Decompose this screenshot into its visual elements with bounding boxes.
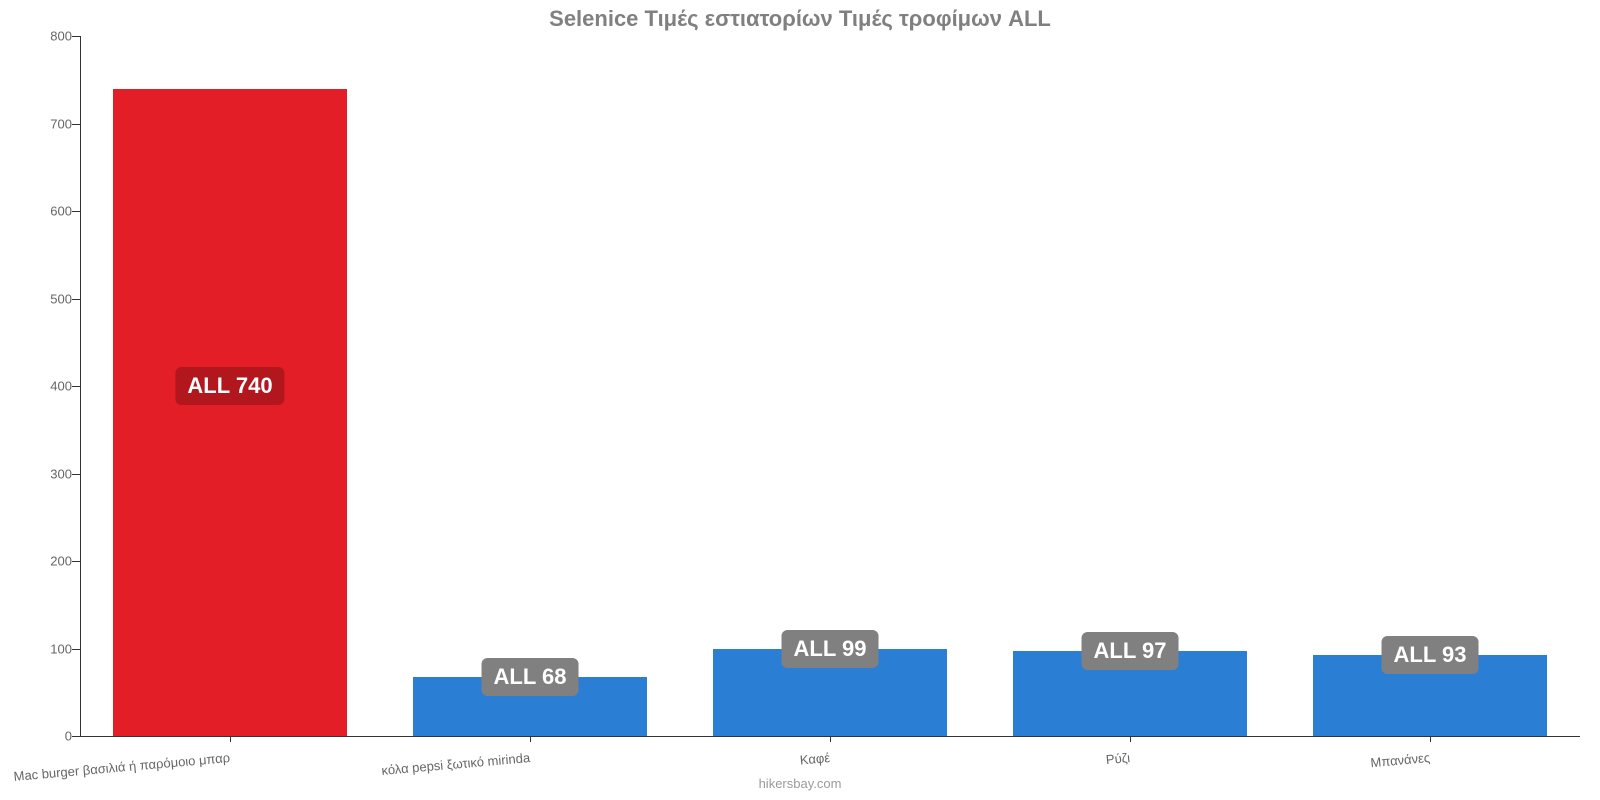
x-tick-label: Καφέ [799,750,830,768]
value-badge: ALL 68 [482,658,579,696]
chart-container: Selenice Τιμές εστιατορίων Τιμές τροφίμω… [0,0,1600,800]
y-tick-label: 700 [12,116,72,131]
y-tick [72,211,80,212]
y-tick-label: 600 [12,204,72,219]
bar [113,89,347,737]
x-tick [230,736,231,742]
y-tick-label: 200 [12,554,72,569]
y-tick [72,736,80,737]
y-tick-label: 400 [12,379,72,394]
y-tick [72,299,80,300]
y-axis-line [80,36,81,736]
x-tick-label: Μπανάνες [1370,750,1431,770]
chart-title: Selenice Τιμές εστιατορίων Τιμές τροφίμω… [0,6,1600,32]
x-tick-label: κόλα pepsi ξωτικό mirinda [381,750,531,778]
y-tick [72,474,80,475]
plot-area: 0100200300400500600700800ALL 740Mac burg… [80,36,1580,736]
y-tick [72,386,80,387]
chart-footer: hikersbay.com [0,776,1600,791]
x-tick [1130,736,1131,742]
y-tick [72,36,80,37]
value-badge: ALL 97 [1082,632,1179,670]
value-badge: ALL 99 [782,630,879,668]
value-badge: ALL 740 [175,367,284,405]
y-tick [72,561,80,562]
x-tick [530,736,531,742]
y-tick-label: 300 [12,466,72,481]
x-tick [1430,736,1431,742]
y-tick-label: 800 [12,29,72,44]
value-badge: ALL 93 [1382,636,1479,674]
x-tick [830,736,831,742]
y-tick-label: 500 [12,291,72,306]
x-tick-label: Ρύζι [1105,750,1130,767]
y-tick-label: 100 [12,641,72,656]
y-tick [72,649,80,650]
y-tick [72,124,80,125]
y-tick-label: 0 [12,729,72,744]
